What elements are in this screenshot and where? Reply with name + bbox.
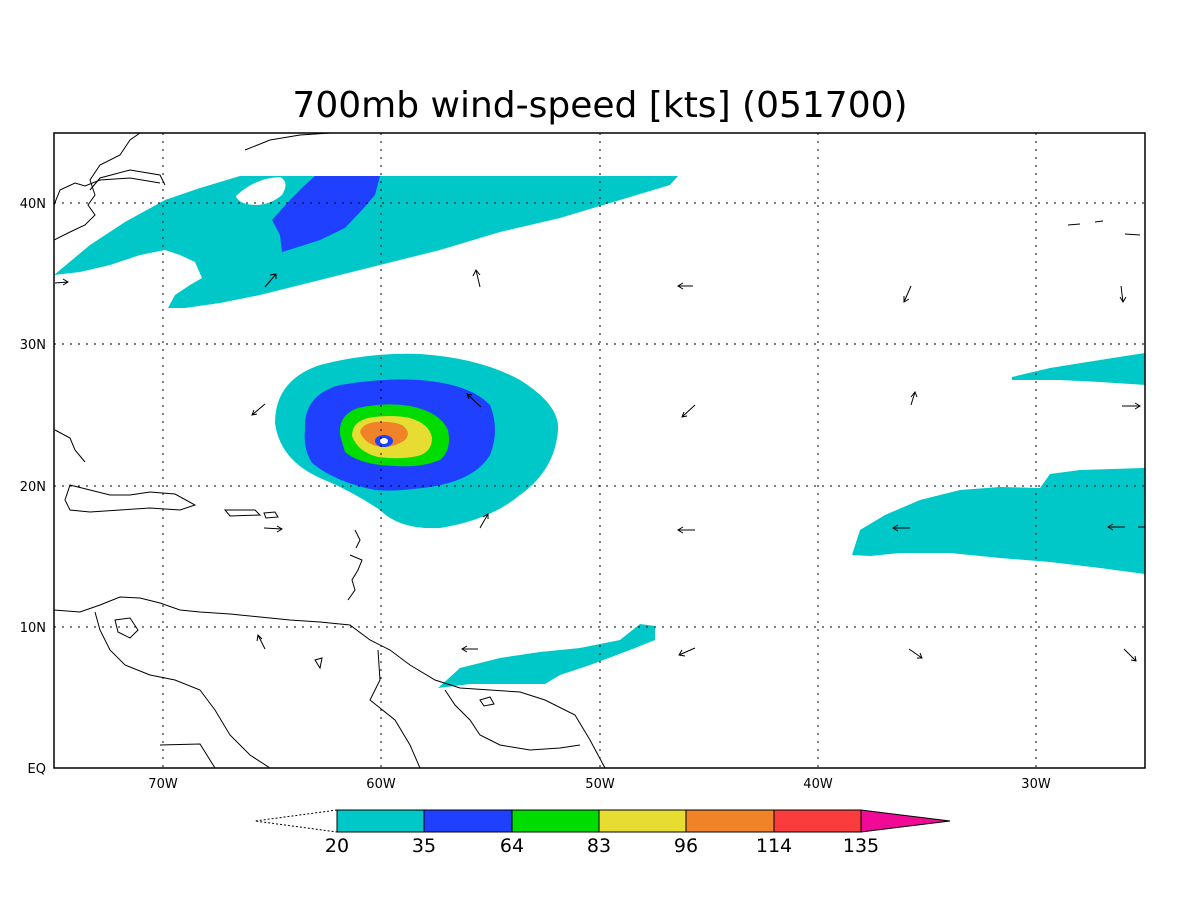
y-tick-label: EQ — [28, 762, 46, 777]
hurricane-eye — [380, 438, 388, 444]
y-axis-labels: 40N 30N 20N 10N EQ — [20, 197, 46, 777]
colorbar-label: 35 — [412, 835, 436, 857]
colorbar-swatch — [599, 810, 686, 832]
x-tick-label: 30W — [1021, 777, 1051, 792]
contour-20-east-lower — [852, 468, 1145, 574]
colorbar: 20 35 64 83 96 114 135 — [254, 809, 951, 857]
colorbar-high-end — [861, 810, 950, 832]
colorbar-label: 83 — [587, 835, 611, 857]
plot-area — [54, 133, 1145, 768]
colorbar-label: 96 — [674, 835, 698, 857]
colorbar-label: 135 — [843, 835, 879, 857]
colorbar-swatch — [424, 810, 512, 832]
colorbar-low-end — [254, 809, 338, 833]
y-tick-label: 20N — [20, 480, 46, 495]
coastlines — [54, 133, 1141, 768]
wind-vectors — [54, 269, 1145, 662]
y-tick-label: 30N — [20, 338, 46, 353]
x-tick-label: 70W — [148, 777, 178, 792]
gridlines — [54, 133, 1145, 768]
contour-clear-hole — [236, 177, 286, 205]
y-tick-label: 10N — [20, 621, 46, 636]
colorbar-swatch — [512, 810, 599, 832]
contour-35-jet-core — [272, 176, 380, 252]
colorbar-label: 64 — [500, 835, 524, 857]
contour-20-coastal-band — [438, 624, 655, 688]
colorbar-label: 20 — [325, 835, 349, 857]
x-tick-label: 50W — [585, 777, 615, 792]
contour-20-east-band — [1012, 353, 1145, 385]
plot-frame — [53, 132, 1146, 769]
x-axis-labels: 70W 60W 50W 40W 30W — [148, 777, 1051, 792]
colorbar-swatch — [774, 810, 861, 832]
colorbar-swatch — [337, 810, 424, 832]
x-tick-label: 40W — [803, 777, 833, 792]
contour-96-hurricane — [360, 421, 408, 447]
map-title: 700mb wind-speed [kts] (051700) — [292, 85, 907, 126]
x-tick-label: 60W — [366, 777, 396, 792]
contour-20-northwest-jet — [54, 176, 678, 308]
y-tick-label: 40N — [20, 197, 46, 212]
colorbar-swatch — [686, 810, 774, 832]
colorbar-label: 114 — [756, 835, 792, 857]
